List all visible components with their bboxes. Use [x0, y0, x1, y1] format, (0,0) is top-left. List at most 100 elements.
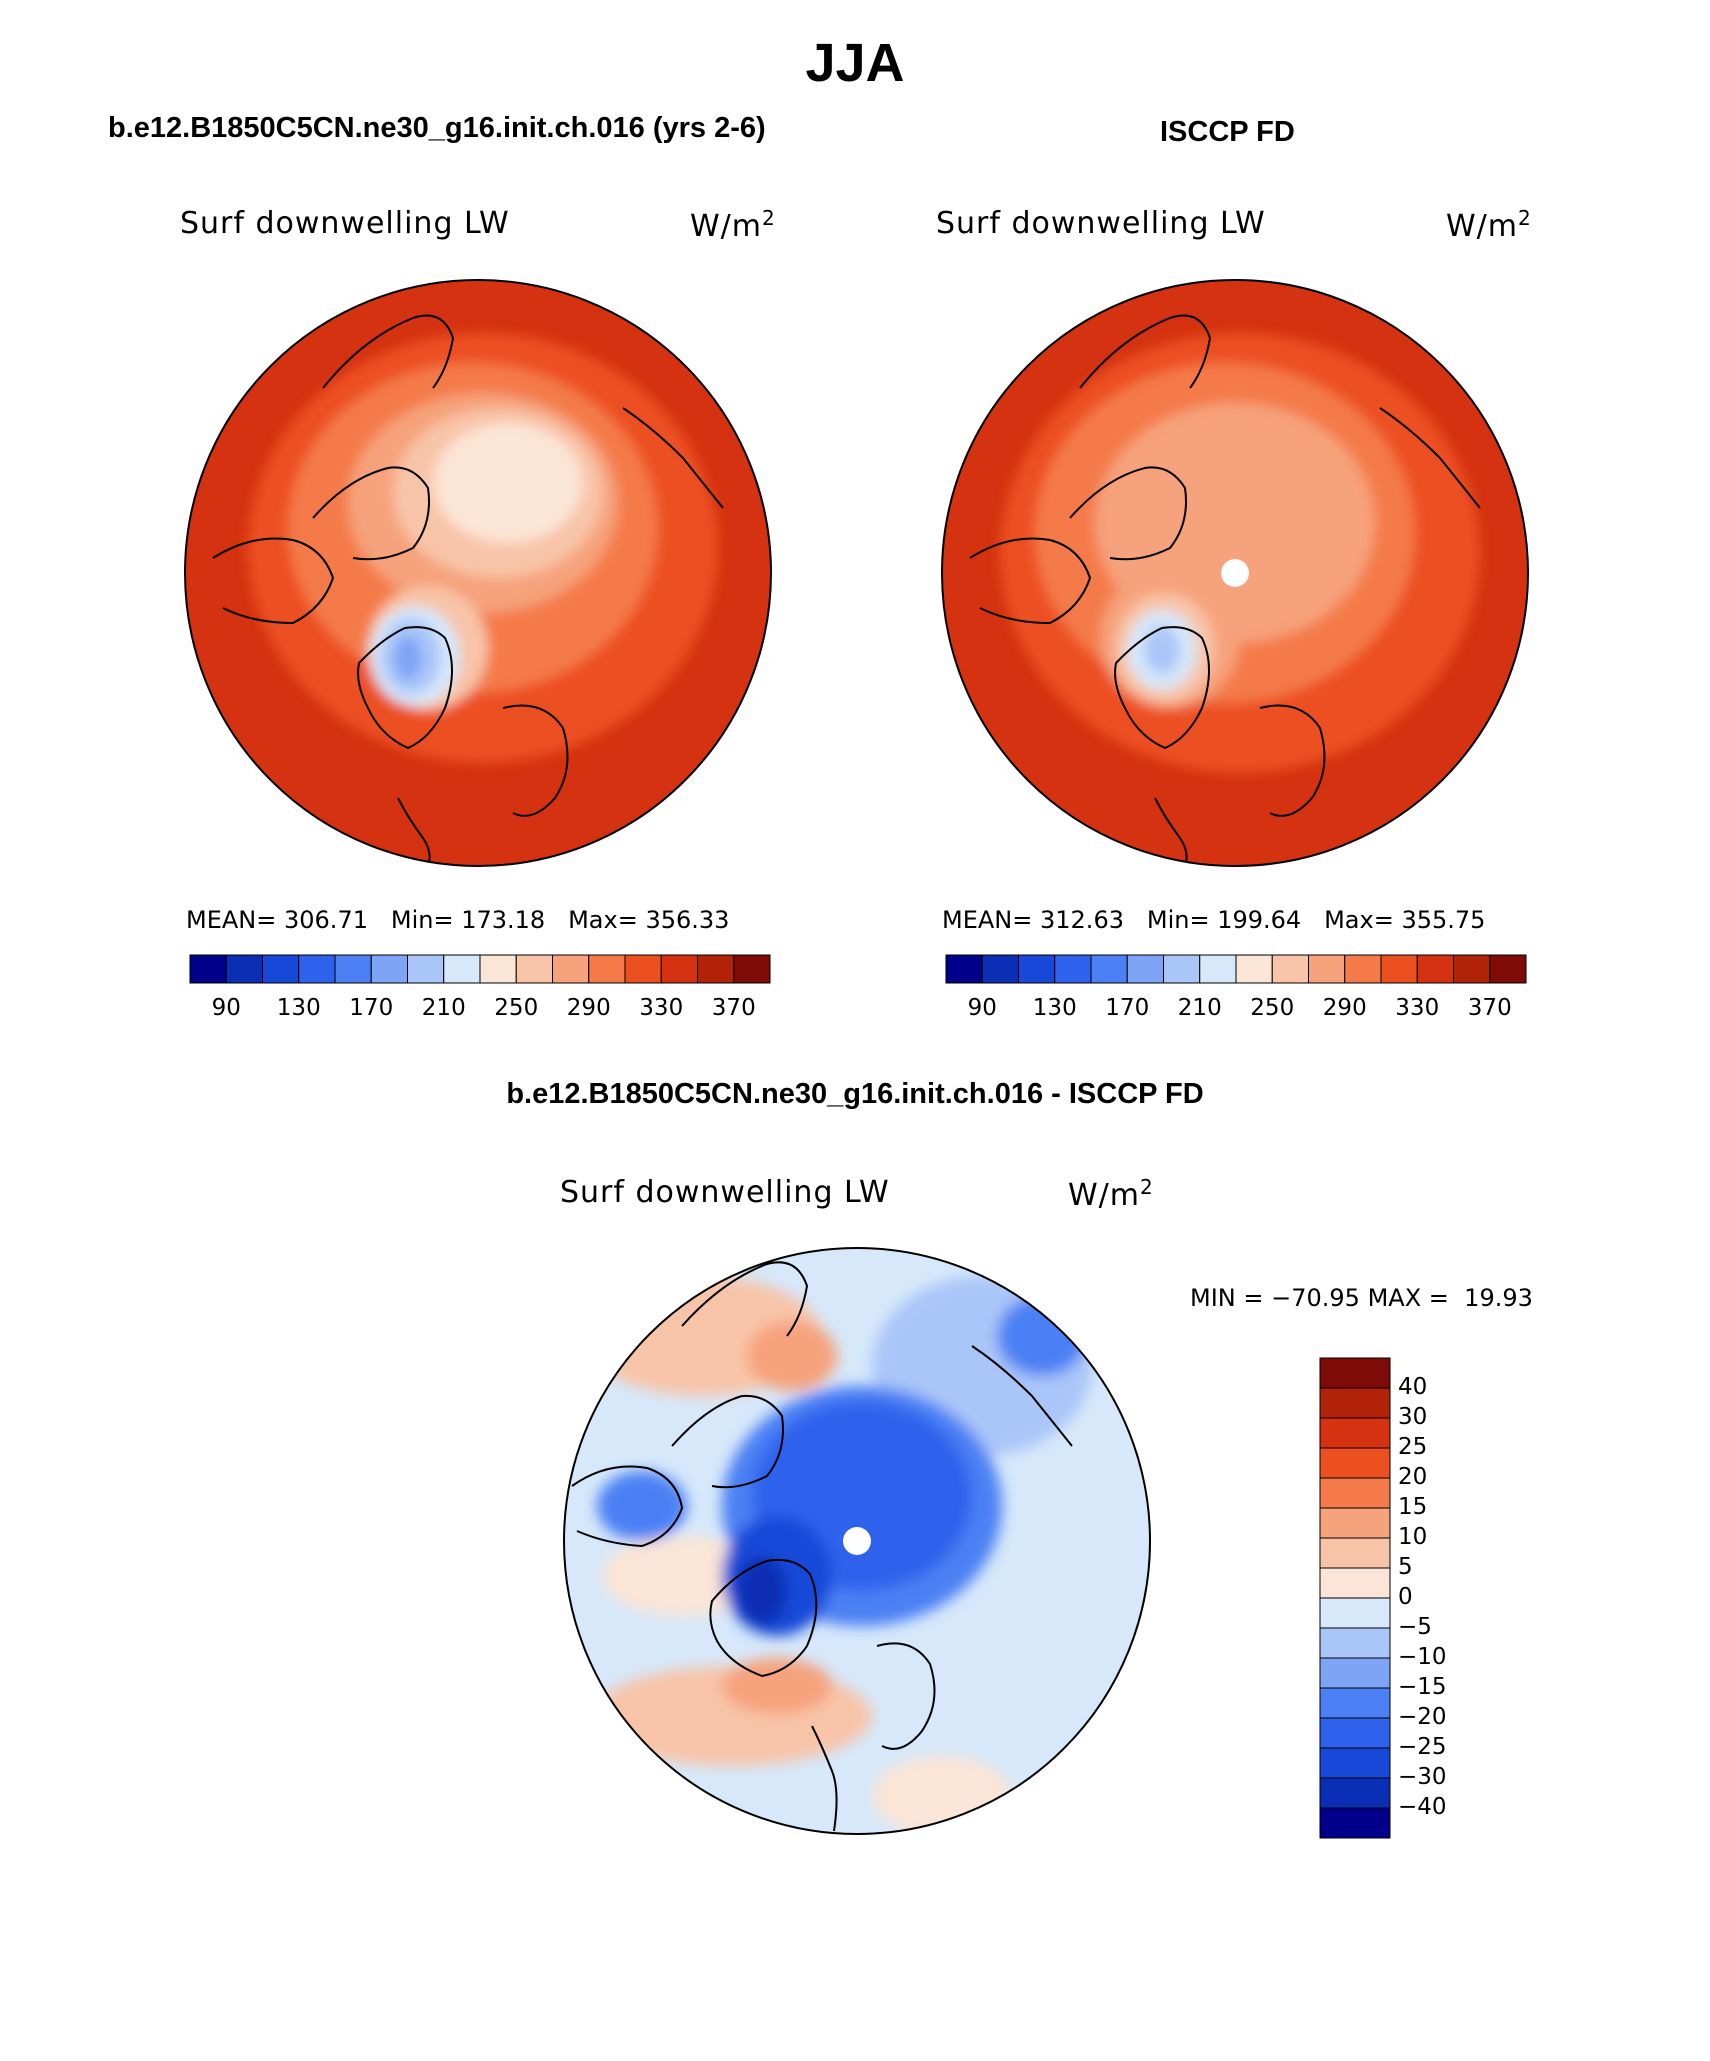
colorbar-tick-label: 210: [421, 995, 466, 1021]
colorbar-swatch: [334, 954, 372, 984]
colorbar-tick-label: 20: [1398, 1464, 1428, 1490]
coastline-asia: [971, 1345, 1073, 1447]
min-label: Min=: [390, 906, 454, 934]
model-variable-label: Surf downwelling LW: [180, 206, 510, 241]
field-greenland-190: [394, 636, 422, 680]
colorbar-swatch: [1380, 954, 1418, 984]
max-value: 19.93: [1464, 1284, 1533, 1312]
colorbar-swatch: [1319, 1627, 1391, 1659]
coastline-asia: [622, 407, 724, 509]
diff-polar-map: [563, 1247, 1151, 1835]
model-colorbar-ticks: 90 130 170 210 250 290 330 370: [190, 995, 770, 1025]
coastline-scandinavia: [1259, 704, 1326, 817]
colorbar-swatch: [443, 954, 481, 984]
colorbar-tick-label: 290: [566, 995, 611, 1021]
units-exponent: 2: [1140, 1175, 1154, 1199]
colorbar-swatch: [1054, 954, 1092, 984]
colorbar-swatch: [1319, 1597, 1391, 1629]
colorbar-tick-label: 25: [1398, 1434, 1428, 1460]
units-base: W/m: [690, 209, 762, 244]
colorbar-swatch: [733, 954, 771, 984]
field-negative-northeast-core: [997, 1296, 1087, 1376]
colorbar-swatch: [1319, 1537, 1391, 1569]
coastline-alaska: [969, 537, 1092, 625]
colorbar-swatch: [1126, 954, 1164, 984]
colorbar-swatch: [298, 954, 336, 984]
coastline-siberia: [681, 1261, 809, 1337]
figure-title: JJA: [805, 33, 905, 93]
model-case-title: b.e12.B1850C5CN.ne30_g16.init.ch.016 (yr…: [108, 112, 766, 144]
coastline-siberia: [322, 314, 455, 389]
units-exponent: 2: [1518, 206, 1532, 230]
model-units-label: W/m2: [690, 206, 776, 244]
field-positive-west: [602, 1536, 762, 1616]
colorbar-swatch: [189, 954, 227, 984]
colorbar-tick-label: 210: [1177, 995, 1222, 1021]
colorbar-swatch: [262, 954, 300, 984]
colorbar-tick-label: 370: [1467, 995, 1512, 1021]
min-label: MIN =: [1190, 1284, 1264, 1312]
obs-units-label: W/m2: [1446, 206, 1532, 244]
colorbar-swatch: [588, 954, 626, 984]
obs-variable-label: Surf downwelling LW: [936, 206, 1266, 241]
colorbar-swatch: [1319, 1357, 1391, 1389]
colorbar-swatch: [370, 954, 408, 984]
colorbar-swatch: [1199, 954, 1237, 984]
model-colorbar: [189, 954, 771, 984]
colorbar-swatch: [1319, 1717, 1391, 1749]
colorbar-swatch: [1319, 1387, 1391, 1419]
colorbar-tick-label: 130: [276, 995, 321, 1021]
colorbar-tick-label: −20: [1398, 1704, 1447, 1730]
colorbar-swatch: [552, 954, 590, 984]
coastline-britain: [1154, 797, 1188, 866]
map-boundary: [563, 1247, 1151, 1835]
colorbar-swatch: [697, 954, 735, 984]
colorbar-swatch: [407, 954, 445, 984]
coastline-scandinavia: [502, 704, 569, 817]
field-positive-southeast: [872, 1756, 1012, 1834]
colorbar-swatch: [1319, 1747, 1391, 1779]
colorbar-swatch: [1319, 1477, 1391, 1509]
colorbar-swatch: [1319, 1507, 1391, 1539]
colorbar-tick-label: 330: [1395, 995, 1440, 1021]
colorbar-tick-label: −40: [1398, 1794, 1447, 1820]
coastline-alaska: [212, 537, 335, 625]
map-boundary: [184, 279, 772, 867]
coastline-alaska: [571, 1465, 684, 1548]
colorbar-tick-label: 5: [1398, 1554, 1413, 1580]
min-value: 199.64: [1217, 906, 1302, 934]
coastlines: [571, 1261, 1073, 1832]
colorbar-tick-label: 90: [967, 995, 997, 1021]
coastline-asia: [1379, 407, 1481, 509]
colorbar-tick-label: 90: [211, 995, 241, 1021]
model-stats: MEAN= 306.71 Min= 173.18 Max= 356.33: [186, 906, 729, 934]
coastline-archipelago: [671, 1394, 784, 1489]
colorbar-swatch: [1344, 954, 1382, 984]
diff-minmax: MIN = −70.95 MAX = 19.93: [1190, 1284, 1533, 1312]
colorbar-tick-label: 170: [349, 995, 394, 1021]
field-positive-core: [747, 1321, 837, 1391]
colorbar-swatch: [1235, 954, 1273, 984]
coastline-archipelago: [312, 466, 430, 561]
mean-label: MEAN=: [942, 906, 1033, 934]
pole-hole: [1221, 559, 1249, 587]
colorbar-tick-label: 30: [1398, 1404, 1428, 1430]
colorbar-swatch: [1319, 1417, 1391, 1449]
obs-colorbar: [945, 954, 1527, 984]
max-value: 356.33: [645, 906, 730, 934]
coastline-britain: [811, 1725, 838, 1832]
obs-colorbar-ticks: 90 130 170 210 250 290 330 370: [946, 995, 1526, 1025]
model-polar-map: [184, 279, 772, 867]
diff-colorbar-ticks: 40 30 25 20 15 10 5 0 −5 −10 −15 −20 −25 −30 −40: [1398, 1358, 1518, 1838]
colorbar-tick-label: 250: [494, 995, 539, 1021]
colorbar-tick-label: 130: [1032, 995, 1077, 1021]
colorbar-tick-label: 330: [639, 995, 684, 1021]
mean-label: MEAN=: [186, 906, 277, 934]
diff-colorbar: [1319, 1357, 1391, 1839]
max-label: Max=: [568, 906, 638, 934]
colorbar-swatch: [1319, 1777, 1391, 1809]
colorbar-swatch: [1489, 954, 1527, 984]
units-base: W/m: [1446, 209, 1518, 244]
colorbar-swatch: [624, 954, 662, 984]
coastline-greenland: [1114, 626, 1210, 750]
